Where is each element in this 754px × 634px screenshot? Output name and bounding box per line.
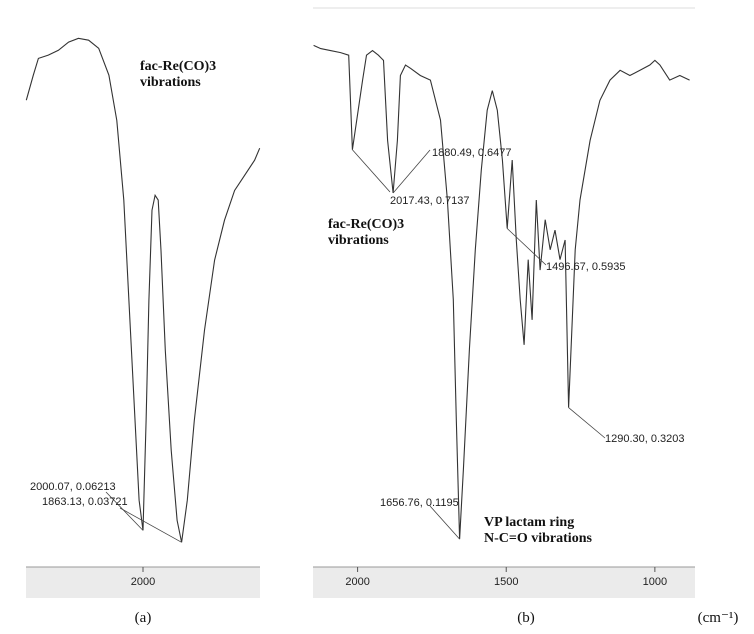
peak-leader bbox=[392, 149, 431, 194]
annotation: VP lactam ring bbox=[484, 515, 574, 530]
peak-leader bbox=[506, 228, 547, 266]
axis-strip bbox=[313, 567, 695, 598]
x-tick-label: 2000 bbox=[131, 576, 155, 588]
spectrum-line bbox=[313, 44, 690, 540]
peak-leader bbox=[568, 407, 606, 439]
caption: (b) bbox=[517, 610, 535, 626]
x-tick-label: 1000 bbox=[643, 576, 667, 588]
peak-leader bbox=[429, 505, 460, 540]
peak-label: 2017.43, 0.7137 bbox=[390, 195, 470, 207]
peak-label: 1656.76, 0.1195 bbox=[380, 497, 459, 509]
peak-label: 1863.13, 0.03721 bbox=[42, 496, 128, 508]
annotation: fac-Re(CO)3 bbox=[140, 59, 216, 74]
spectrum-line bbox=[25, 37, 261, 543]
peak-label: 1496.67, 0.5935 bbox=[546, 261, 626, 273]
annotation: N-C=O vibrations bbox=[484, 531, 592, 546]
caption: (a) bbox=[135, 610, 152, 626]
peak-label: 1880.49, 0.6477 bbox=[432, 147, 512, 159]
peak-label: 1290.30, 0.3203 bbox=[605, 433, 685, 445]
x-tick-label: 1500 bbox=[494, 576, 518, 588]
peak-label: 2000.07, 0.06213 bbox=[30, 481, 116, 493]
axis-strip bbox=[26, 567, 260, 598]
annotation: vibrations bbox=[140, 75, 201, 90]
peak-leader bbox=[105, 491, 144, 531]
annotation: vibrations bbox=[328, 233, 389, 248]
peak-leader bbox=[352, 149, 391, 193]
x-axis-label: (cm⁻¹) bbox=[698, 610, 739, 626]
annotation: fac-Re(CO)3 bbox=[328, 217, 404, 232]
peak-leader bbox=[119, 507, 182, 543]
x-tick-label: 2000 bbox=[345, 576, 369, 588]
